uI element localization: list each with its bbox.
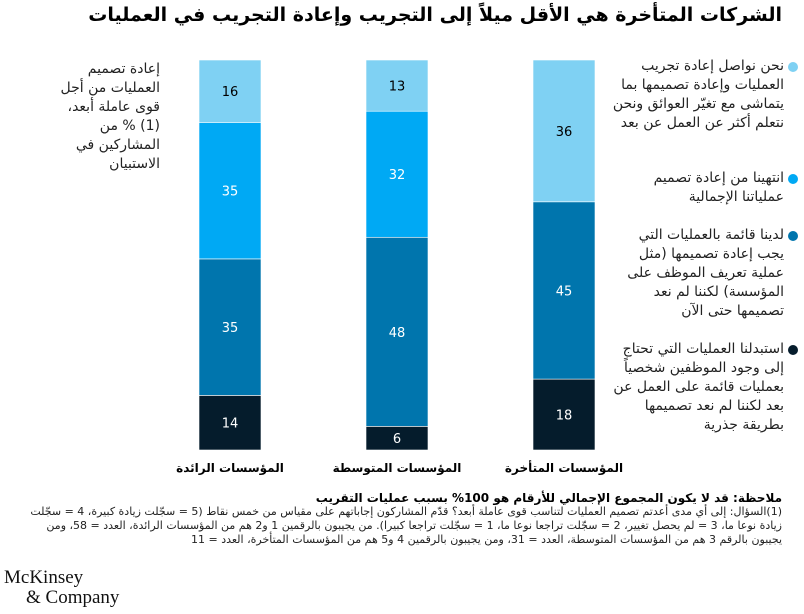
mckinsey-logo: McKinsey & Company [4, 568, 119, 608]
legend-label: لدينا قائمة بالعمليات التي يجب إعادة تصم… [627, 227, 784, 319]
category-label-middle: المؤسسات المتوسطة [332, 461, 462, 475]
legend-swatch [788, 174, 798, 184]
data-label: 48 [389, 326, 406, 341]
data-label: 6 [393, 432, 401, 447]
data-label: 36 [556, 125, 573, 140]
bar-segment [365, 236, 429, 427]
legend-swatch [788, 345, 798, 355]
note-heading: ملاحظة: قد لا يكون المجموع الإجمالي للأر… [315, 491, 782, 505]
legend-label: نحن نواصل إعادة تجريب العمليات وإعادة تص… [612, 58, 784, 131]
legend-item-have-list: لدينا قائمة بالعمليات التي يجب إعادة تصم… [608, 226, 798, 321]
bar-segment [365, 59, 429, 112]
legend-swatch [788, 231, 798, 241]
data-label: 18 [556, 409, 573, 424]
legend-item-finished-redesign: انتهينا من إعادة تصميم عملياتنا الإجمالي… [608, 169, 798, 207]
category-label-laggards: المؤسسات المتأخرة [504, 461, 624, 475]
data-label: 35 [222, 185, 239, 200]
data-label: 45 [556, 284, 573, 299]
legend-label: استبدلنا العمليات التي تحتاج إلى وجود ال… [613, 341, 784, 433]
legend-label: انتهينا من إعادة تصميم عملياتنا الإجمالي… [653, 170, 784, 205]
data-label: 13 [389, 80, 406, 95]
data-label: 35 [222, 321, 239, 336]
bar-segment [365, 110, 429, 238]
logo-line-1: McKinsey [4, 567, 84, 588]
bar-segment [532, 378, 596, 451]
legend-swatch [788, 62, 798, 72]
category-label-leaders: المؤسسات الرائدة [176, 461, 284, 475]
data-label: 16 [222, 85, 239, 100]
bar-segment [532, 59, 596, 203]
y-axis-label: إعادة تصميم العمليات من أجل قوى عاملة أب… [60, 61, 160, 172]
legend-item-continue-experimenting: نحن نواصل إعادة تجريب العمليات وإعادة تص… [608, 57, 798, 133]
bar-segment [198, 258, 262, 396]
footnote: ملاحظة: قد لا يكون المجموع الإجمالي للأر… [22, 491, 782, 547]
bar-segment [198, 395, 262, 451]
note-body: (1)السؤال: إلى أي مدى أعدتم تصميم العملي… [30, 505, 782, 546]
chart-title: الشركات المتأخرة هي الأقل ميلاً إلى التج… [88, 4, 782, 26]
logo-line-2: & Company [26, 587, 120, 608]
bar-segment [198, 59, 262, 123]
data-label: 14 [222, 417, 239, 432]
bar-segment [198, 122, 262, 260]
data-label: 32 [389, 168, 406, 183]
bar-segment [532, 201, 596, 380]
legend-item-replaced-processes: استبدلنا العمليات التي تحتاج إلى وجود ال… [608, 340, 798, 435]
